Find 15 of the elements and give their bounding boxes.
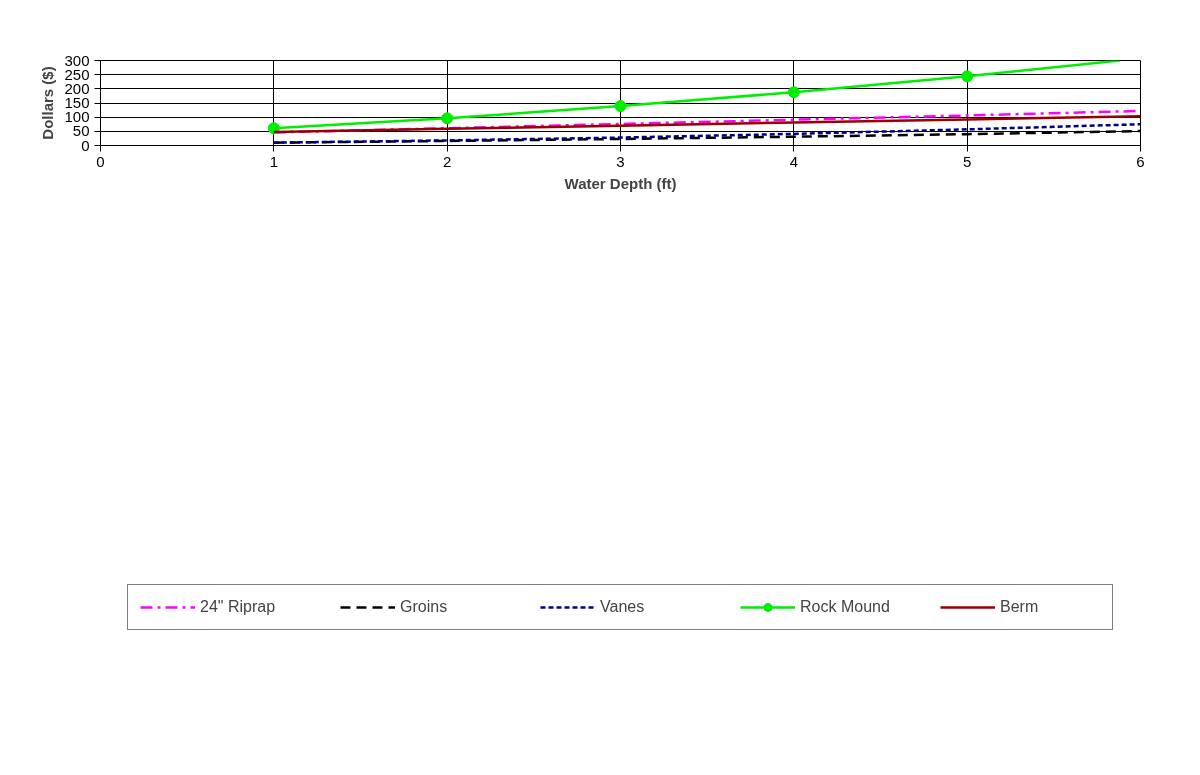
x-tick-label: 6 xyxy=(1136,152,1145,170)
x-tick-label: 2 xyxy=(443,152,452,170)
legend-label: Rock Mound xyxy=(800,598,891,616)
y-tick-label: 150 xyxy=(64,94,90,111)
x-tick-label: 3 xyxy=(616,152,625,170)
y-axis-title: Dollars ($) xyxy=(39,66,57,140)
legend-label: Berm xyxy=(1000,598,1040,616)
x-axis-title: Water Depth (ft) xyxy=(564,174,677,192)
x-tick-label: 1 xyxy=(269,152,279,170)
x-tick-label: 0 xyxy=(96,152,105,170)
legend-label: Groins xyxy=(400,598,449,616)
x-tick-label: 4 xyxy=(789,152,799,170)
legend-label: 24" Riprap xyxy=(200,598,277,616)
legend-label: Vanes xyxy=(600,598,646,616)
x-tick-label: 5 xyxy=(963,152,972,170)
